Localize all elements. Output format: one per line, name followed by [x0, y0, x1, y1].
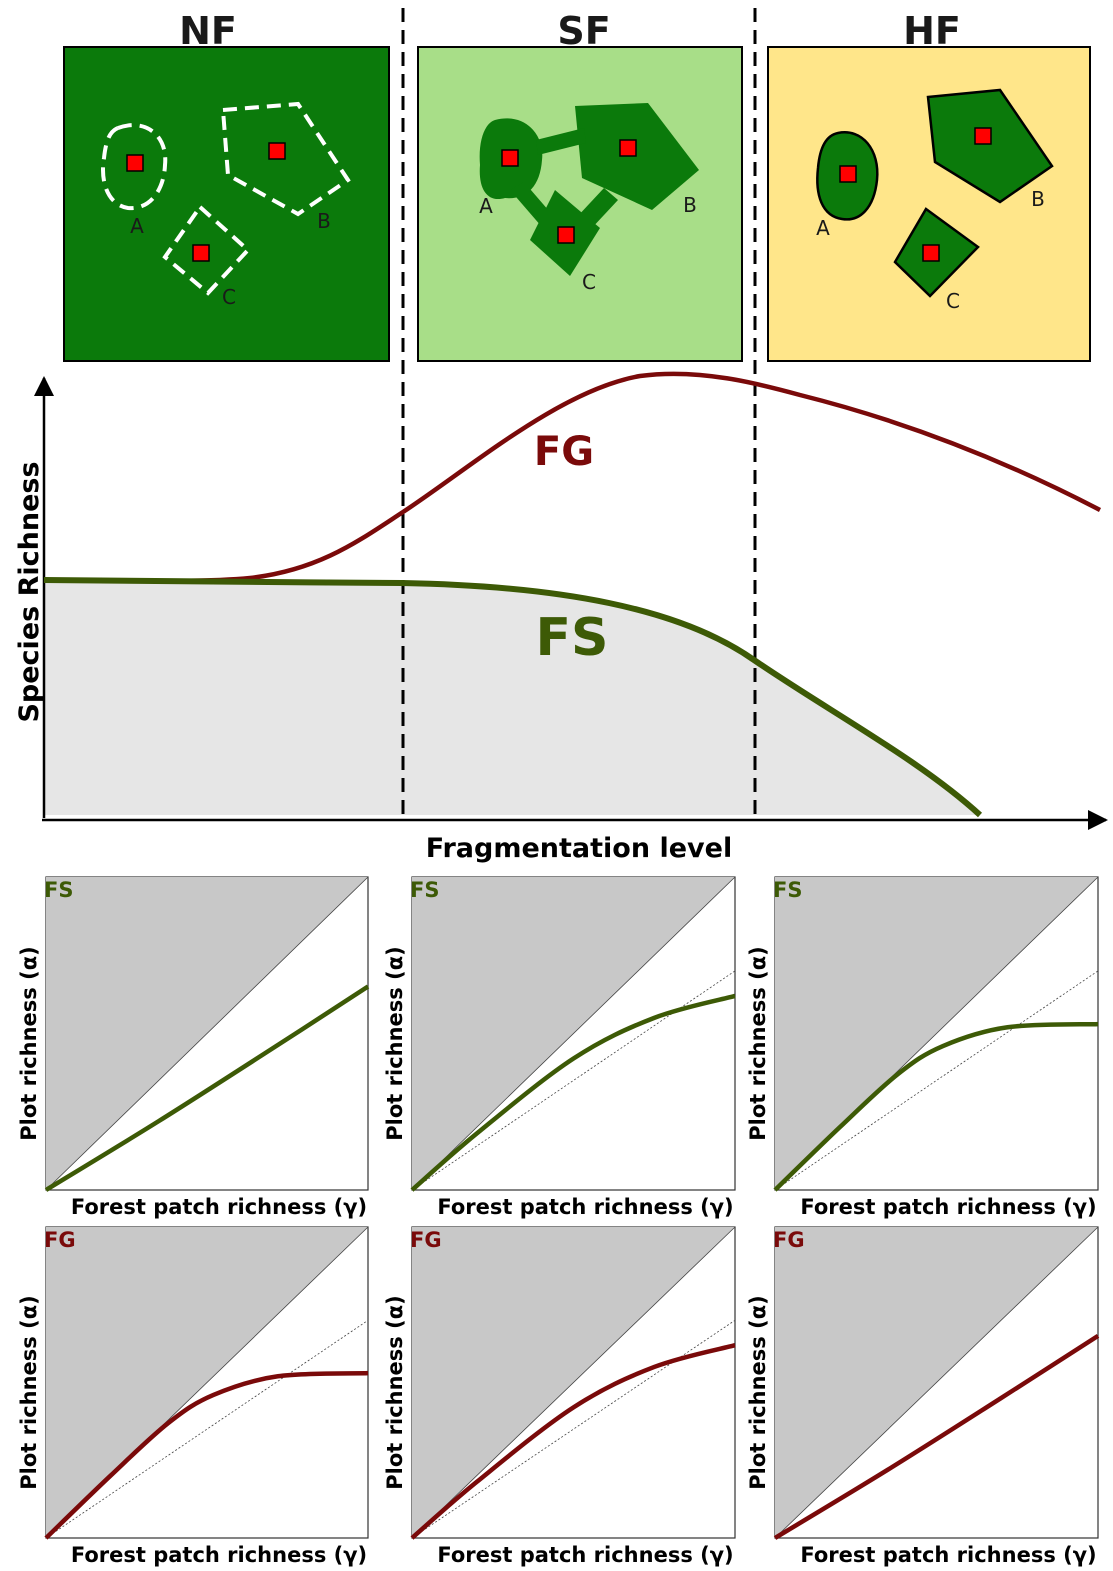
landscape-nf-box	[63, 46, 390, 362]
plot-marker	[619, 139, 637, 157]
one-to-one-line	[45, 876, 369, 1191]
richness-curve	[410, 993, 736, 1192]
plot-marker	[974, 127, 992, 145]
alpha-gamma-panel: FG Forest patch richness (γ) Plot richness…	[746, 1226, 1100, 1567]
panel-grid: FS Forest patch richness (γ) Plot richness…	[17, 876, 1100, 1567]
richness-curve	[44, 1370, 369, 1540]
panel-tag: FS	[773, 878, 802, 902]
patch-label-a: A	[130, 214, 144, 238]
richness-curve	[410, 1343, 736, 1540]
alpha-gamma-panel: FG Forest patch richness (γ) Plot richness…	[17, 1226, 369, 1567]
panel-tag: FG	[44, 1228, 76, 1252]
panel-tag: FS	[44, 878, 73, 902]
fs-curve	[43, 577, 983, 818]
panel-tag: FG	[410, 1228, 442, 1252]
patch-c-outline	[162, 204, 251, 296]
plot-marker	[557, 226, 575, 244]
patch-label-b: B	[317, 209, 331, 233]
panel-tag: FG	[773, 1228, 805, 1252]
landscape-sf-box	[417, 46, 743, 362]
panel-x-label: Forest patch richness (γ)	[71, 1195, 367, 1219]
alpha-gamma-panel: FS Forest patch richness (γ) Plot richness…	[17, 876, 370, 1219]
panel-y-label: Plot richness (α)	[746, 1295, 770, 1489]
landscape-hf-label: HF	[903, 9, 961, 53]
x-axis-label: Fragmentation level	[426, 833, 732, 864]
fg-curve	[43, 371, 1102, 584]
fs-curve-label: FS	[536, 608, 609, 668]
plot-marker	[192, 244, 210, 262]
isolated-patch-b	[926, 88, 1054, 204]
patch-label-a: A	[479, 194, 493, 218]
plot-marker	[922, 244, 940, 262]
richness-curve	[773, 1333, 1100, 1540]
plot-marker	[268, 142, 286, 160]
patch-label-a: A	[816, 216, 830, 240]
landscape-nf-label: NF	[179, 9, 237, 53]
y-axis-label: Species Richness	[14, 461, 45, 722]
patch-b-outline	[220, 101, 351, 217]
landscape-sf: SF A B C	[417, 9, 743, 362]
landscape-hf: HF A B C	[767, 9, 1091, 362]
one-to-one-line	[774, 1226, 1099, 1539]
alpha-gamma-panel: FG Forest patch richness (γ) Plot richness…	[383, 1226, 736, 1567]
panel-y-label: Plot richness (α)	[383, 1295, 407, 1489]
panel-x-label: Forest patch richness (γ)	[437, 1543, 733, 1567]
patch-label-b: B	[1031, 187, 1045, 211]
panel-y-label: Plot richness (α)	[746, 946, 770, 1140]
plot-marker	[839, 165, 857, 183]
panel-tag: FS	[410, 878, 439, 902]
plot-marker	[126, 154, 144, 172]
richness-curve	[773, 1021, 1099, 1192]
panel-x-label: Forest patch richness (γ)	[437, 1195, 733, 1219]
patch-label-c: C	[222, 285, 236, 309]
fs-area	[44, 580, 980, 815]
reference-line	[774, 970, 1099, 1191]
panel-x-label: Forest patch richness (γ)	[71, 1543, 367, 1567]
panel-y-label: Plot richness (α)	[17, 1295, 41, 1489]
patch-label-c: C	[946, 289, 960, 313]
panel-x-label: Forest patch richness (γ)	[800, 1195, 1096, 1219]
reference-line	[45, 1319, 369, 1539]
plot-marker	[501, 149, 519, 167]
one-to-one-line	[411, 1226, 736, 1539]
main-plot: FG FS Species Richness Fragmentation lev…	[14, 8, 1108, 864]
panel-y-label: Plot richness (α)	[17, 946, 41, 1140]
one-to-one-line	[411, 876, 736, 1191]
panel-x-label: Forest patch richness (γ)	[800, 1543, 1096, 1567]
alpha-gamma-panel: FS Forest patch richness (γ) Plot richness…	[746, 876, 1099, 1219]
landscape-nf: NF A B C	[63, 9, 390, 362]
fg-curve-label: FG	[534, 429, 594, 475]
patch-a-outline	[101, 123, 168, 211]
richness-curve	[44, 984, 370, 1192]
patch-label-c: C	[582, 270, 596, 294]
patch-label-b: B	[683, 193, 697, 217]
panel-y-label: Plot richness (α)	[383, 946, 407, 1140]
alpha-gamma-panel: FS Forest patch richness (γ) Plot richness…	[383, 876, 736, 1219]
landscape-sf-label: SF	[557, 9, 610, 53]
